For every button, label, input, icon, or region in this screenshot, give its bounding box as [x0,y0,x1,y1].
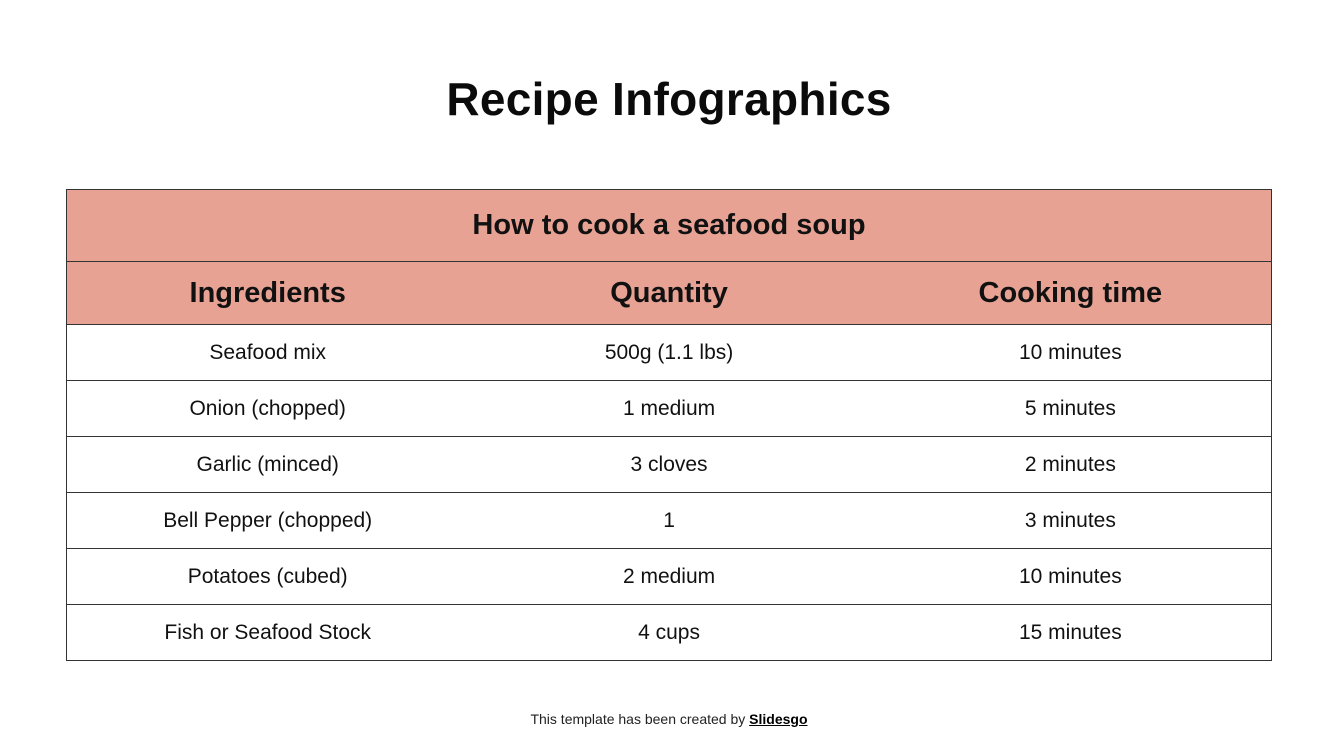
table-header-row: Ingredients Quantity Cooking time [66,261,1272,325]
footer-credit: This template has been created by Slides… [0,711,1338,727]
table-caption-row: How to cook a seafood soup [66,189,1272,262]
cell-ingredient: Onion (chopped) [66,380,469,437]
column-header-quantity: Quantity [468,261,870,325]
cell-ingredient: Fish or Seafood Stock [66,604,469,661]
cell-ingredient: Seafood mix [66,324,469,381]
cell-cooking-time: 15 minutes [869,604,1272,661]
table-row: Garlic (minced) 3 cloves 2 minutes [66,436,1272,493]
cell-cooking-time: 5 minutes [869,380,1272,437]
cell-ingredient: Potatoes (cubed) [66,548,469,605]
table-row: Fish or Seafood Stock 4 cups 15 minutes [66,604,1272,661]
page-title: Recipe Infographics [446,73,892,125]
footer-text: This template has been created by [530,711,750,727]
table-row: Seafood mix 500g (1.1 lbs) 10 minutes [66,324,1272,381]
cell-ingredient: Bell Pepper (chopped) [66,492,469,549]
table-caption: How to cook a seafood soup [66,189,1272,262]
cell-quantity: 3 cloves [468,436,870,493]
cell-ingredient: Garlic (minced) [66,436,469,493]
recipe-table: How to cook a seafood soup Ingredients Q… [66,189,1272,661]
cell-quantity: 1 medium [468,380,870,437]
table-row: Onion (chopped) 1 medium 5 minutes [66,380,1272,437]
cell-quantity: 4 cups [468,604,870,661]
cell-cooking-time: 2 minutes [869,436,1272,493]
cell-quantity: 500g (1.1 lbs) [468,324,870,381]
cell-quantity: 1 [468,492,870,549]
cell-quantity: 2 medium [468,548,870,605]
table-row: Potatoes (cubed) 2 medium 10 minutes [66,548,1272,605]
slidesgo-link[interactable]: Slidesgo [749,711,808,727]
table-row: Bell Pepper (chopped) 1 3 minutes [66,492,1272,549]
column-header-cooking-time: Cooking time [869,261,1272,325]
cell-cooking-time: 10 minutes [869,548,1272,605]
column-header-ingredients: Ingredients [66,261,469,325]
cell-cooking-time: 10 minutes [869,324,1272,381]
cell-cooking-time: 3 minutes [869,492,1272,549]
